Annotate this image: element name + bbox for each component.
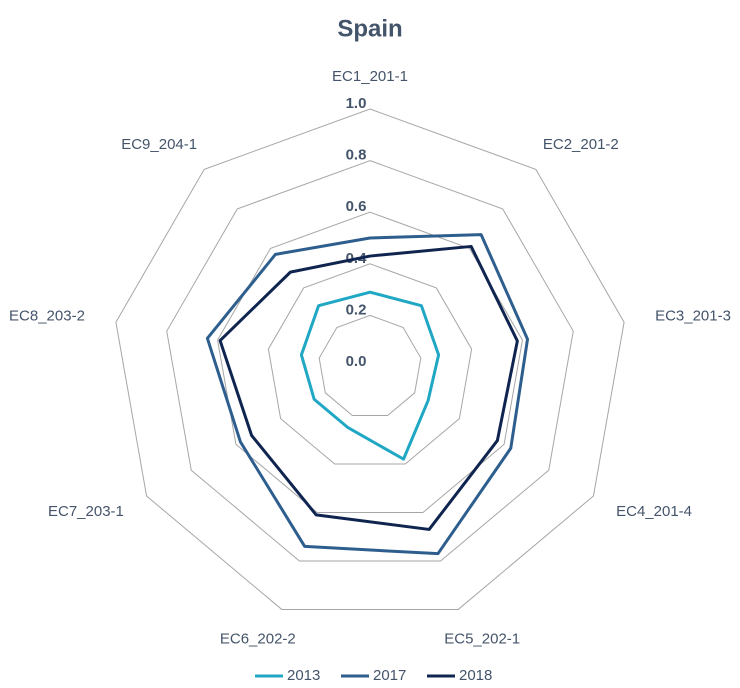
category-label: EC5_202-1 [444,630,520,647]
series-line [299,290,441,461]
series-line [205,233,530,556]
grid-ring [115,108,625,610]
category-label: EC6_202-2 [220,630,296,647]
series-line [218,244,519,531]
grid-ring [166,160,574,562]
tick-label: 0.0 [346,353,367,370]
chart-title: Spain [337,15,402,42]
category-label: EC8_203-2 [9,308,85,325]
tick-label: 0.6 [346,198,367,215]
tick-label: 0.2 [346,301,367,318]
category-label: EC3_201-3 [655,308,731,325]
tick-label: 0.8 [346,147,367,164]
grid-ring [318,314,422,416]
legend-label: 2018 [459,667,492,684]
category-label: EC4_201-4 [616,503,692,520]
legend-label: 2013 [287,667,320,684]
tick-label: 1.0 [346,95,367,112]
category-label: EC9_204-1 [121,136,197,153]
category-label: EC2_201-2 [543,136,619,153]
category-label: EC7_203-1 [48,503,124,520]
grid-ring [267,263,473,465]
category-label: EC1_201-1 [332,68,408,85]
legend-label: 2017 [373,667,406,684]
